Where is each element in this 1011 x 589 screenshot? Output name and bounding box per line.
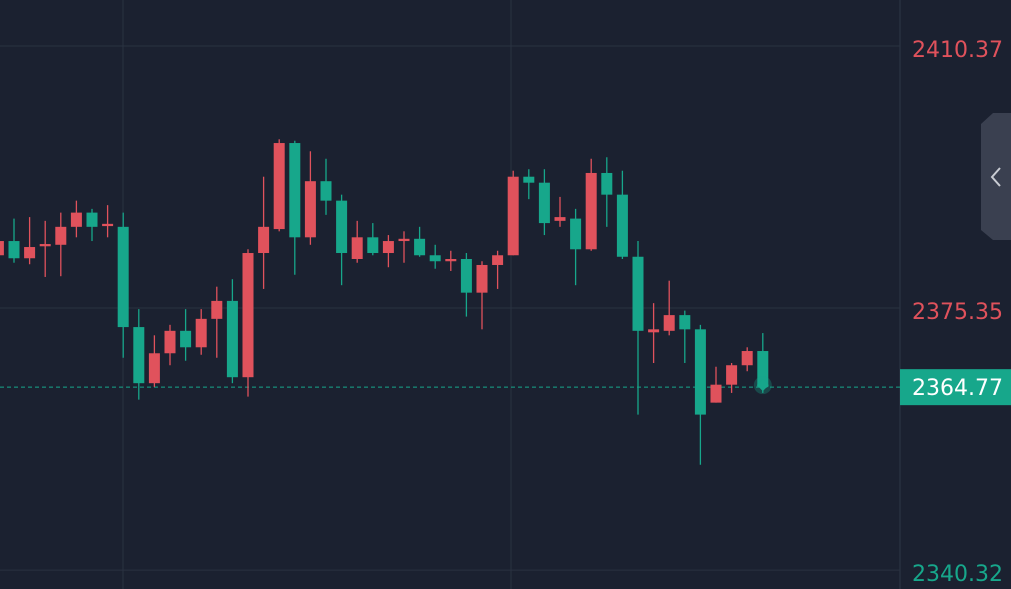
candle-body xyxy=(8,241,20,259)
candle-body xyxy=(55,226,67,245)
y-tick-label: 2340.32 xyxy=(912,562,1003,587)
candle-body xyxy=(476,264,488,293)
candle-body xyxy=(757,351,769,388)
candle-body xyxy=(180,330,192,348)
candle-body xyxy=(0,241,4,256)
candle-body xyxy=(726,365,738,385)
handle-shape[interactable] xyxy=(981,113,1011,240)
candle-body xyxy=(710,384,722,403)
candle-body xyxy=(460,259,472,293)
candle-body xyxy=(414,238,426,256)
candle-body xyxy=(523,176,535,183)
candle-body xyxy=(24,247,36,259)
candles xyxy=(0,139,772,465)
candle-body xyxy=(382,241,394,254)
candle-body xyxy=(117,226,129,328)
labels: 2410.37 2375.35 2340.32 2364.77 xyxy=(900,38,1011,587)
candle-body xyxy=(211,300,223,319)
grid xyxy=(0,45,900,571)
candle-body xyxy=(429,255,441,262)
candle-body xyxy=(289,143,301,238)
candle-body xyxy=(195,318,207,348)
candle-body xyxy=(320,181,332,201)
y-tick-label: 2410.37 xyxy=(912,38,1003,63)
candle-body xyxy=(226,300,238,378)
candle-body xyxy=(507,176,519,256)
candle-body xyxy=(741,351,753,366)
chevron-icon[interactable] xyxy=(990,167,1001,187)
candle-body xyxy=(39,244,51,247)
candle-body xyxy=(663,315,675,331)
candle-body xyxy=(679,315,691,330)
candle-body xyxy=(164,330,176,354)
candle-body xyxy=(694,329,706,415)
candle-body xyxy=(242,253,254,378)
candle-body xyxy=(492,255,504,265)
candle-body xyxy=(616,194,628,257)
side-handle[interactable] xyxy=(981,113,1011,240)
candle-body xyxy=(585,172,597,250)
candle-body xyxy=(398,238,410,242)
candle-body xyxy=(336,200,348,254)
candle-body xyxy=(273,143,285,230)
candle-body xyxy=(70,212,82,227)
candle-body xyxy=(538,182,550,224)
candle-body xyxy=(102,223,114,227)
last-price-marker xyxy=(756,379,769,392)
candle-body xyxy=(258,226,270,254)
candle-body xyxy=(133,327,145,384)
candle-body xyxy=(570,218,582,250)
candle-body xyxy=(632,256,644,331)
candle-body xyxy=(601,172,613,195)
candle-body xyxy=(367,237,379,254)
candle-body xyxy=(304,181,316,238)
candle-body xyxy=(648,329,660,333)
last-price-tag xyxy=(900,369,1011,406)
candle-body xyxy=(554,217,566,221)
candle-body xyxy=(86,212,98,227)
candle-body xyxy=(148,353,160,384)
y-tick-label: 2375.35 xyxy=(912,300,1003,325)
candle-body xyxy=(445,259,457,262)
candle-body xyxy=(351,237,363,260)
last-price-label: 2364.77 xyxy=(912,376,1003,401)
